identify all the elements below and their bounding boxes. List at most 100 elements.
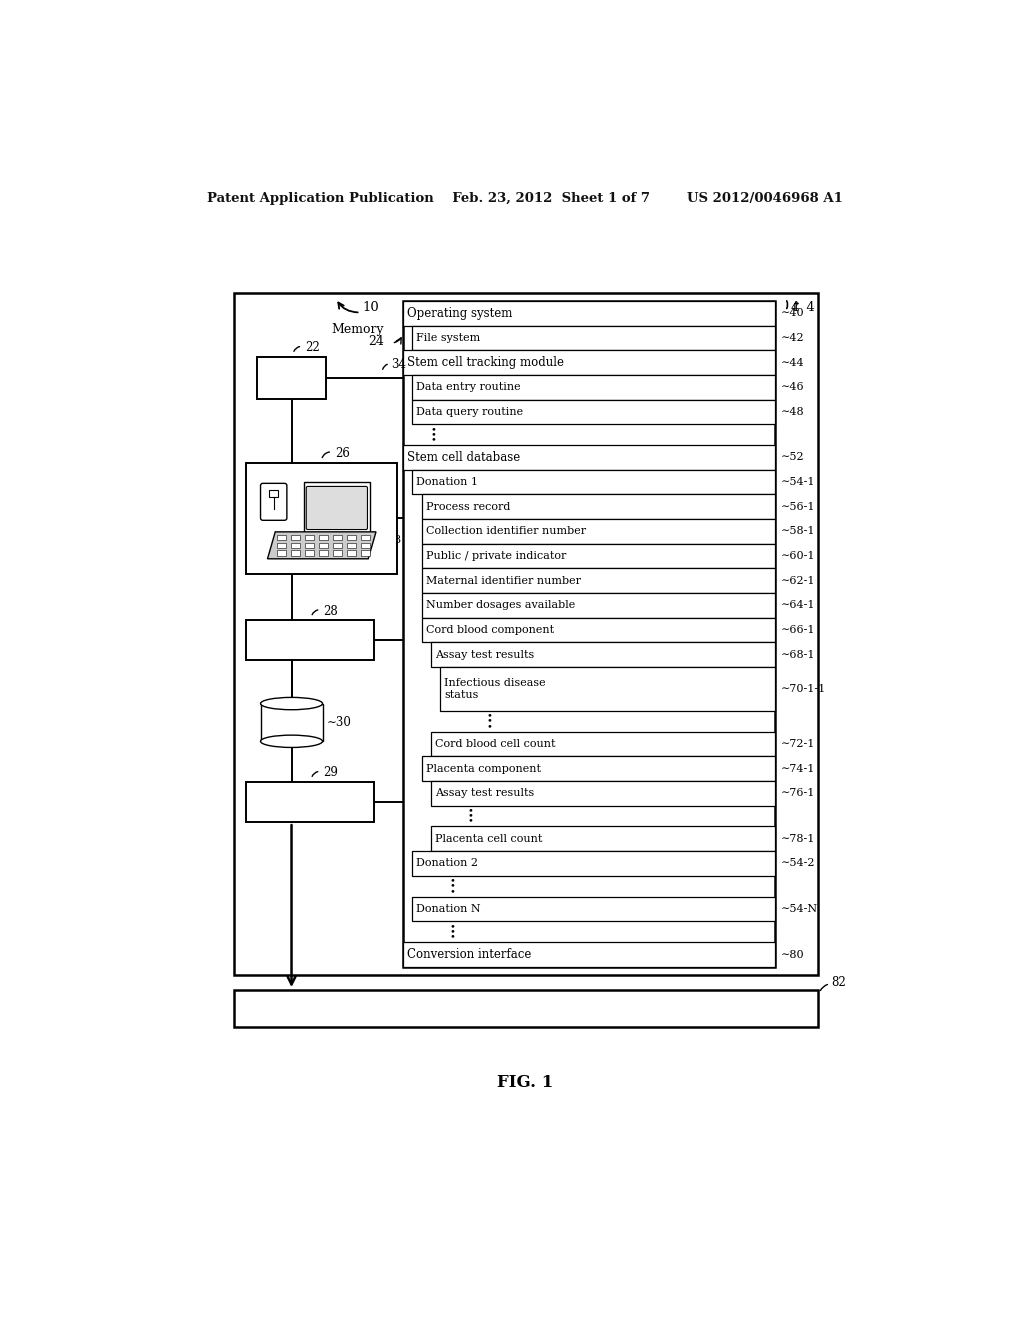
Text: File system: File system: [417, 333, 480, 343]
Text: •: •: [449, 887, 455, 896]
Text: 28: 28: [324, 605, 339, 618]
Bar: [403, 301, 775, 326]
Bar: [304, 482, 370, 536]
Bar: [305, 550, 314, 556]
Bar: [234, 293, 818, 974]
Text: •: •: [449, 923, 455, 931]
Text: 8: 8: [393, 535, 400, 545]
Text: ∼30: ∼30: [327, 715, 351, 729]
Text: ∼44: ∼44: [780, 358, 804, 367]
Text: 29: 29: [324, 767, 339, 779]
Ellipse shape: [260, 735, 323, 747]
Text: ∼64-1: ∼64-1: [780, 601, 815, 610]
Text: Infectious disease
status: Infectious disease status: [444, 678, 546, 700]
Text: •: •: [468, 817, 473, 826]
Bar: [246, 781, 374, 822]
Bar: [413, 851, 775, 875]
Bar: [403, 301, 775, 968]
Text: Collection identifier number: Collection identifier number: [426, 527, 586, 536]
Bar: [413, 375, 775, 400]
Bar: [291, 550, 300, 556]
Bar: [318, 543, 328, 548]
Text: •: •: [449, 932, 455, 941]
Bar: [422, 756, 775, 781]
Bar: [422, 593, 775, 618]
Bar: [431, 781, 775, 805]
Text: 26: 26: [335, 446, 350, 459]
Text: NIC: NIC: [296, 795, 324, 809]
Text: User Interface: User Interface: [275, 558, 368, 572]
Bar: [431, 643, 775, 667]
Bar: [291, 535, 300, 540]
Text: 38: 38: [317, 470, 331, 479]
Bar: [291, 543, 300, 548]
Text: Patent Application Publication    Feb. 23, 2012  Sheet 1 of 7        US 2012/004: Patent Application Publication Feb. 23, …: [207, 191, 843, 205]
Text: ∼54-N: ∼54-N: [780, 904, 818, 913]
Bar: [422, 495, 775, 519]
Text: ∼66-1: ∼66-1: [780, 626, 815, 635]
Bar: [269, 490, 279, 498]
Text: ∼72-1: ∼72-1: [780, 739, 815, 748]
Text: 82: 82: [831, 975, 847, 989]
Text: •: •: [449, 927, 455, 936]
Bar: [413, 400, 775, 424]
Bar: [257, 358, 326, 400]
Text: ∼46: ∼46: [780, 383, 804, 392]
Text: ∼62-1: ∼62-1: [780, 576, 815, 586]
Text: Number dosages available: Number dosages available: [426, 601, 574, 610]
Text: 22: 22: [305, 342, 321, 354]
Text: 10: 10: [362, 301, 380, 314]
Bar: [431, 826, 775, 851]
Text: ∼78-1: ∼78-1: [780, 834, 815, 843]
Bar: [360, 535, 370, 540]
Text: •: •: [430, 436, 436, 445]
Text: •: •: [486, 711, 493, 721]
Text: Assay test results: Assay test results: [435, 649, 535, 660]
Bar: [360, 543, 370, 548]
Text: Cord blood cell count: Cord blood cell count: [435, 739, 555, 748]
Bar: [246, 620, 374, 660]
Text: •: •: [468, 812, 473, 821]
Text: Data query routine: Data query routine: [417, 407, 523, 417]
Text: Disk controller: Disk controller: [262, 634, 357, 647]
Bar: [305, 543, 314, 548]
Bar: [276, 543, 286, 548]
Bar: [422, 618, 775, 643]
Text: Public / private indicator: Public / private indicator: [426, 550, 566, 561]
Bar: [413, 470, 775, 495]
Text: Donation 1: Donation 1: [417, 477, 478, 487]
Polygon shape: [267, 532, 376, 558]
Bar: [333, 543, 342, 548]
Text: ∼48: ∼48: [780, 407, 804, 417]
FancyBboxPatch shape: [260, 483, 287, 520]
Text: FIG. 1: FIG. 1: [497, 1074, 553, 1090]
Bar: [260, 704, 323, 742]
Text: ∼58-1: ∼58-1: [780, 527, 815, 536]
FancyBboxPatch shape: [306, 487, 368, 529]
Bar: [234, 990, 818, 1027]
Text: Operating system: Operating system: [467, 1002, 585, 1015]
Text: ∼54-1: ∼54-1: [780, 477, 815, 487]
Ellipse shape: [260, 697, 323, 710]
Text: 4: 4: [791, 301, 799, 314]
Text: Donation N: Donation N: [417, 904, 481, 913]
Text: •: •: [468, 807, 473, 816]
Bar: [440, 667, 775, 710]
Text: Cord blood component: Cord blood component: [426, 626, 554, 635]
Text: •: •: [449, 882, 455, 891]
Bar: [318, 535, 328, 540]
Bar: [276, 535, 286, 540]
Text: 24: 24: [368, 335, 384, 348]
Text: •: •: [486, 722, 493, 731]
Text: Data entry routine: Data entry routine: [417, 383, 521, 392]
Text: Conversion interface: Conversion interface: [407, 948, 531, 961]
Text: Stem cell database: Stem cell database: [407, 451, 520, 463]
Text: CPU: CPU: [275, 371, 307, 385]
Text: ∼40: ∼40: [780, 308, 804, 318]
Text: ∼74-1: ∼74-1: [780, 763, 815, 774]
Text: ∼76-1: ∼76-1: [780, 788, 815, 799]
Text: 36: 36: [257, 475, 270, 484]
Text: •: •: [486, 717, 493, 726]
Text: •: •: [430, 425, 436, 434]
Text: Customer Relationship Management (CRM) Application: Customer Relationship Management (CRM) A…: [339, 1002, 713, 1015]
